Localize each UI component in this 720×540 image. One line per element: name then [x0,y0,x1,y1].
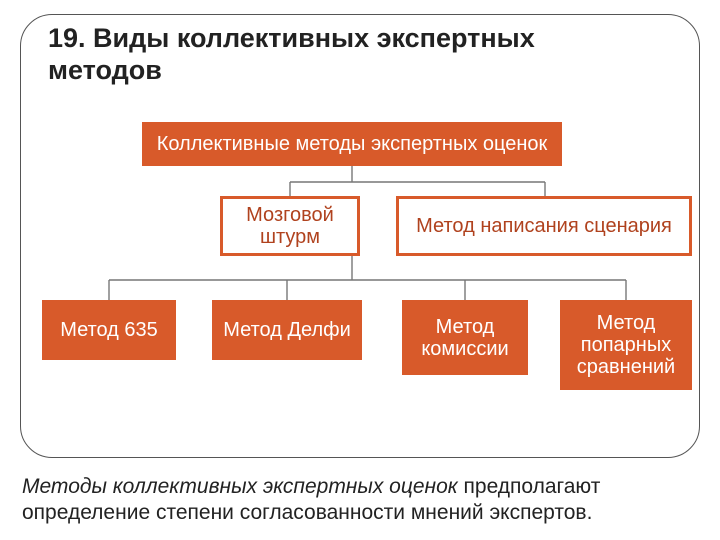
page-title: 19. Виды коллективных экспертных методов [48,22,608,87]
node-635: Метод 635 [42,300,176,360]
node-delphi-label: Метод Делфи [223,319,351,341]
node-scenario-label: Метод написания сценария [416,215,672,237]
node-commission-label: Метод комиссии [412,316,518,360]
node-brainstorm-label: Мозговой штурм [233,204,347,248]
node-scenario: Метод написания сценария [396,196,692,256]
node-635-label: Метод 635 [60,319,158,341]
node-root: Коллективные методы экспертных оценок [142,122,562,166]
footer-lead: Методы коллективных экспертных оценок [22,475,464,498]
node-delphi: Метод Делфи [212,300,362,360]
footer-text: Методы коллективных экспертных оценок пр… [22,474,698,527]
node-pairwise: Метод попарных сравнений [560,300,692,390]
node-root-label: Коллективные методы экспертных оценок [157,133,548,155]
node-commission: Метод комиссии [402,300,528,375]
node-brainstorm: Мозговой штурм [220,196,360,256]
node-pairwise-label: Метод попарных сравнений [570,312,682,378]
